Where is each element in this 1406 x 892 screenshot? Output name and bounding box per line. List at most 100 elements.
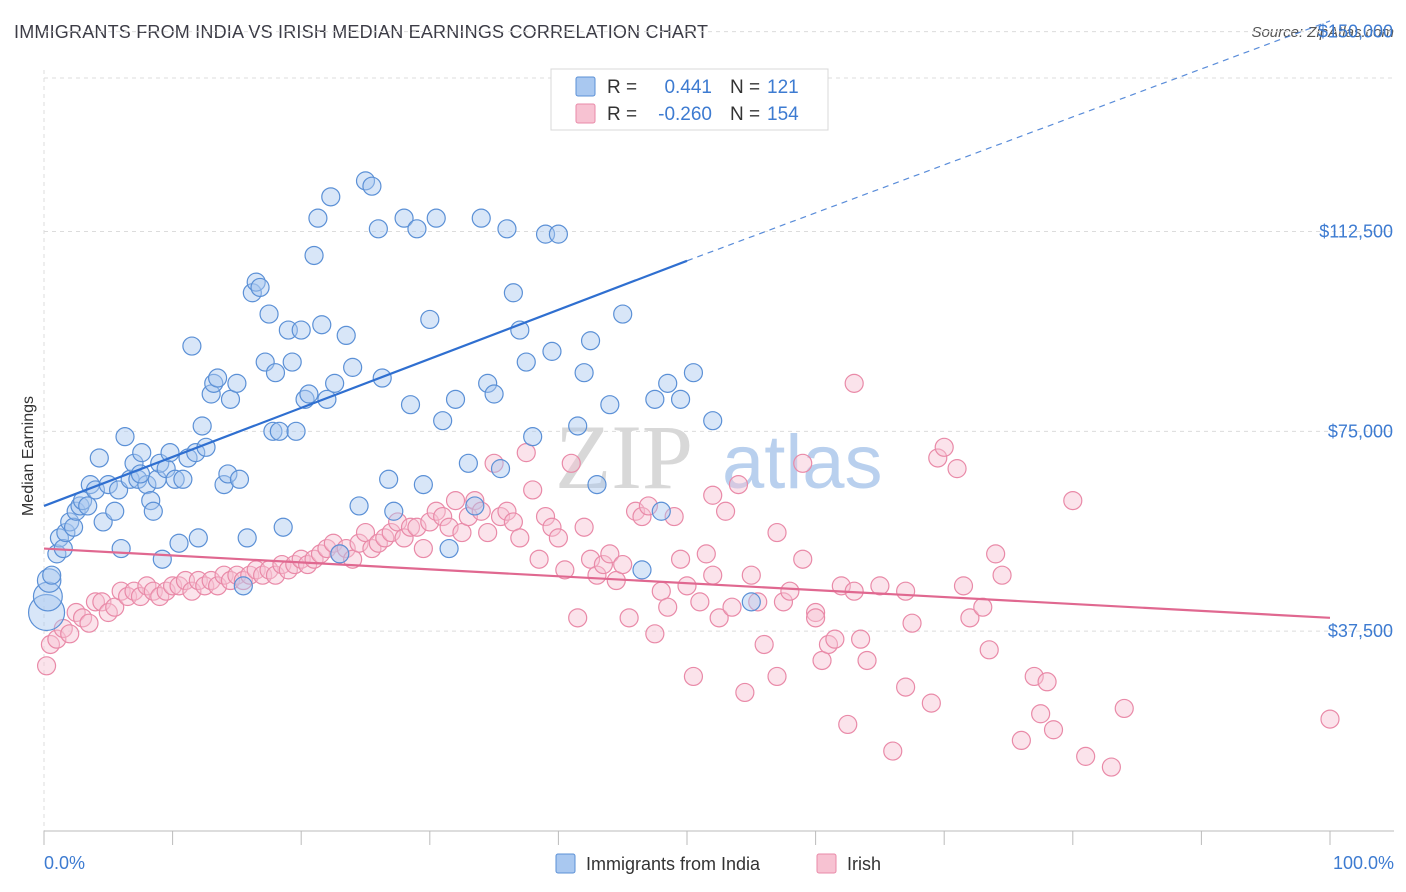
india-point bbox=[426, 208, 446, 228]
irish-point bbox=[542, 517, 562, 537]
india-point bbox=[325, 373, 345, 393]
irish-point bbox=[696, 544, 716, 564]
irish-point bbox=[362, 538, 382, 559]
india-point bbox=[651, 501, 671, 521]
irish-point bbox=[478, 522, 498, 543]
india-point bbox=[282, 352, 302, 372]
watermark-atlas: atlas bbox=[722, 420, 883, 505]
india-point bbox=[259, 304, 279, 324]
irish-point bbox=[825, 629, 845, 649]
irish-point bbox=[163, 576, 183, 596]
india-point bbox=[49, 528, 70, 548]
irish-point bbox=[336, 538, 356, 559]
india-point bbox=[497, 219, 517, 239]
india-point bbox=[703, 411, 723, 431]
irish-point bbox=[767, 666, 787, 687]
irish-point bbox=[1043, 720, 1064, 740]
irish-point bbox=[1031, 704, 1051, 724]
irish-point bbox=[638, 496, 659, 516]
irish-point bbox=[960, 608, 980, 628]
india-point bbox=[445, 389, 466, 409]
india-point bbox=[304, 245, 324, 266]
india-point bbox=[273, 517, 293, 537]
india-point bbox=[478, 373, 498, 393]
india-point bbox=[105, 501, 125, 521]
irish-point bbox=[1101, 757, 1121, 777]
gridlines bbox=[43, 31, 1394, 831]
legend-r-value-blue: 0.441 bbox=[664, 77, 712, 98]
india-points bbox=[27, 171, 761, 632]
irish-point bbox=[124, 581, 144, 601]
india-point bbox=[229, 469, 250, 489]
irish-point bbox=[902, 613, 922, 633]
irish-point bbox=[683, 666, 704, 687]
irish-point bbox=[433, 506, 453, 527]
irish-point bbox=[805, 602, 826, 623]
irish-point bbox=[529, 549, 549, 569]
india-point bbox=[384, 501, 404, 521]
india-point bbox=[658, 373, 678, 393]
india-point bbox=[368, 219, 388, 239]
irish-point bbox=[709, 608, 729, 628]
legend-swatch-blue bbox=[575, 76, 596, 97]
india-point bbox=[233, 576, 253, 596]
india-point bbox=[42, 565, 62, 585]
irish-point bbox=[465, 491, 485, 511]
chart-title: IMMIGRANTS FROM INDIA VS IRISH MEDIAN EA… bbox=[14, 22, 709, 42]
irish-point bbox=[72, 608, 93, 628]
irish-point bbox=[818, 634, 839, 655]
india-point bbox=[632, 560, 652, 580]
india-point bbox=[645, 389, 665, 409]
india-point bbox=[587, 475, 607, 495]
india-point bbox=[580, 331, 601, 351]
irish-point bbox=[47, 629, 67, 649]
irish-point bbox=[934, 437, 954, 457]
irish-point bbox=[208, 576, 228, 596]
irish-point bbox=[651, 581, 671, 601]
irish-point bbox=[420, 512, 440, 532]
india-point bbox=[60, 512, 80, 532]
india-point bbox=[137, 475, 157, 495]
india-point bbox=[523, 427, 543, 447]
india-point bbox=[78, 496, 98, 516]
irish-point bbox=[130, 586, 151, 607]
irish-point bbox=[568, 608, 588, 628]
india-point bbox=[394, 208, 414, 228]
irish-point bbox=[664, 506, 684, 527]
irish-point bbox=[1037, 672, 1057, 692]
india-point bbox=[66, 501, 86, 521]
legend-swatch-pink bbox=[575, 103, 596, 124]
india-trend-line bbox=[43, 259, 688, 507]
india-point bbox=[420, 309, 440, 330]
x-tick-label-min: 0.0% bbox=[44, 853, 85, 873]
irish-point bbox=[793, 453, 813, 473]
irish-point bbox=[767, 522, 787, 543]
india-point bbox=[27, 593, 66, 632]
irish-point bbox=[986, 544, 1006, 564]
irish-point bbox=[79, 613, 99, 633]
india-point bbox=[308, 208, 328, 228]
irish-point bbox=[722, 597, 742, 617]
india-point bbox=[291, 320, 311, 340]
y-axis-title: Median Earnings bbox=[20, 396, 37, 516]
irish-point bbox=[98, 602, 118, 623]
series-legend-swatch-irish bbox=[816, 853, 837, 874]
stats-legend-box bbox=[550, 68, 829, 131]
irish-point bbox=[741, 565, 761, 585]
irish-point bbox=[375, 528, 395, 548]
irish-point bbox=[445, 491, 466, 511]
y-tick-labels: $37,500 $75,000 $112,500 $150,000 bbox=[1318, 22, 1393, 642]
india-point bbox=[70, 496, 90, 516]
legend-n-value-blue: 121 bbox=[767, 77, 799, 98]
irish-point bbox=[593, 554, 614, 575]
irish-point bbox=[1076, 746, 1096, 766]
irish-point bbox=[703, 485, 723, 505]
india-point bbox=[204, 373, 224, 393]
legend-n-label-blue: N = bbox=[730, 77, 760, 98]
irish-point bbox=[484, 453, 504, 473]
irish-point bbox=[973, 597, 993, 617]
india-point bbox=[516, 352, 536, 372]
india-point bbox=[312, 315, 332, 335]
india-point bbox=[237, 528, 257, 548]
y-tick-label: $37,500 bbox=[1328, 621, 1393, 641]
